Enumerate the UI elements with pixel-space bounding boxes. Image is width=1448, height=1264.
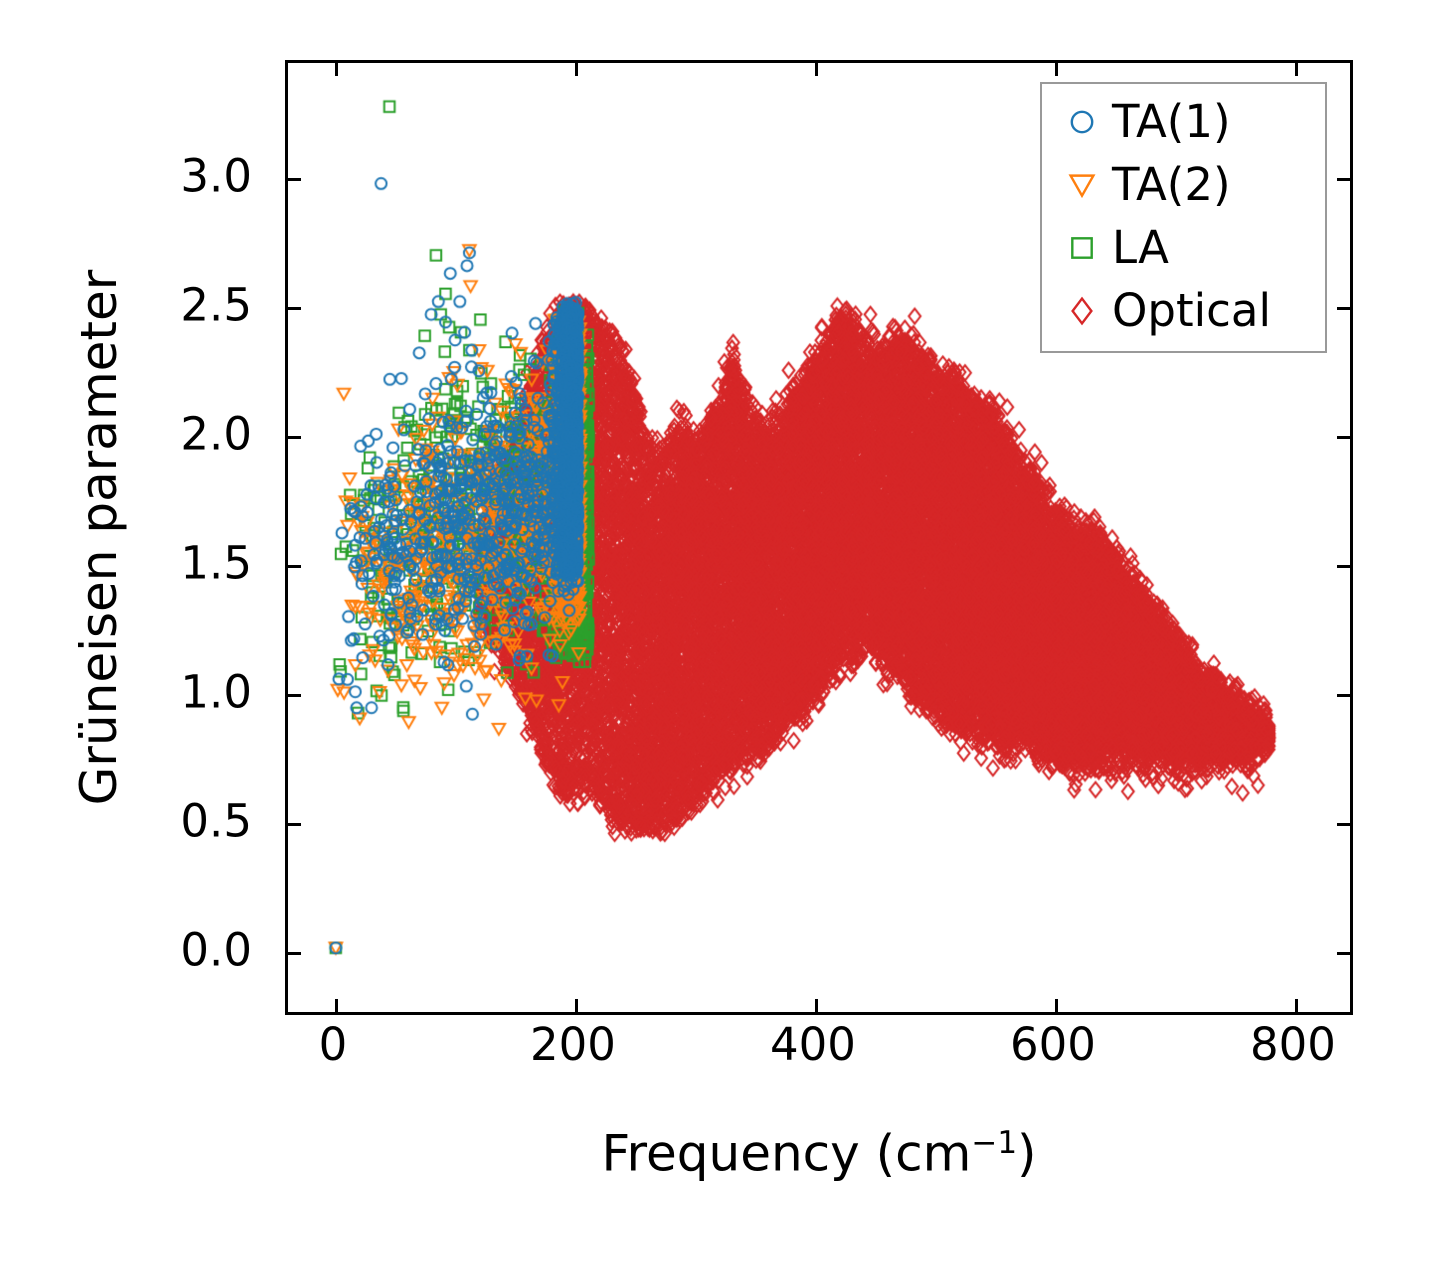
x-tick-label-800: 800	[1250, 1018, 1336, 1071]
y-tick-label-2: 2.0	[180, 407, 252, 461]
x-tick-label-400: 400	[770, 1018, 856, 1071]
y-tick-1p5	[288, 564, 301, 568]
x-axis-title-text: Frequency (cm	[601, 1124, 972, 1183]
y-tick-1	[1337, 693, 1350, 697]
y-tick-0p5	[1337, 822, 1350, 826]
y-tick-1	[288, 693, 301, 697]
x-axis-title: Frequency (cm−1)	[285, 1128, 1353, 1179]
y-tick-0	[1337, 951, 1350, 955]
y-tick-2	[1337, 435, 1350, 439]
y-tick-2p5	[1337, 306, 1350, 310]
x-tick-0	[334, 999, 338, 1012]
triangle-down-icon	[1052, 165, 1112, 205]
x-tick-200	[574, 999, 578, 1012]
square-icon	[1052, 228, 1112, 268]
legend[interactable]: TA(1) TA(2) LA Optical	[1040, 82, 1327, 353]
legend-label: LA	[1112, 221, 1169, 274]
legend-label: Optical	[1112, 284, 1271, 337]
y-tick-label-0: 0.0	[180, 923, 252, 977]
legend-item-ta-1[interactable]: TA(1)	[1042, 90, 1325, 153]
y-tick-label-1: 1.0	[180, 665, 252, 719]
legend-item-ta-2[interactable]: TA(2)	[1042, 153, 1325, 216]
y-tick-label-2p5: 2.5	[180, 278, 252, 332]
diamond-icon	[1052, 291, 1112, 331]
x-tick-800	[1294, 999, 1298, 1012]
x-axis-title-exponent: −1	[971, 1125, 1018, 1161]
y-tick-label-0p5: 0.5	[180, 794, 252, 848]
legend-label: TA(1)	[1112, 95, 1231, 148]
y-tick-0	[288, 951, 301, 955]
x-tick-label-0: 0	[318, 1018, 348, 1071]
y-tick-0p5	[288, 822, 301, 826]
y-tick-label-1p5: 1.5	[180, 536, 252, 590]
x-tick-400	[814, 63, 818, 76]
x-tick-400	[814, 999, 818, 1012]
x-tick-600	[1054, 999, 1058, 1012]
y-tick-3	[288, 177, 301, 181]
y-tick-2	[288, 435, 301, 439]
legend-label: TA(2)	[1112, 158, 1231, 211]
y-tick-2p5	[288, 306, 301, 310]
x-tick-0	[334, 63, 338, 76]
x-tick-600	[1054, 63, 1058, 76]
legend-item-la[interactable]: LA	[1042, 216, 1325, 279]
x-axis-title-paren: )	[1017, 1124, 1037, 1183]
x-tick-label-600: 600	[1010, 1018, 1096, 1071]
y-tick-1p5	[1337, 564, 1350, 568]
y-tick-3	[1337, 177, 1350, 181]
legend-item-optical[interactable]: Optical	[1042, 279, 1325, 342]
y-axis-title: Grüneisen parameter	[70, 269, 128, 806]
x-tick-label-200: 200	[530, 1018, 616, 1071]
y-tick-label-3: 3.0	[180, 149, 252, 203]
x-tick-200	[574, 63, 578, 76]
circle-icon	[1052, 102, 1112, 142]
x-tick-800	[1294, 63, 1298, 76]
